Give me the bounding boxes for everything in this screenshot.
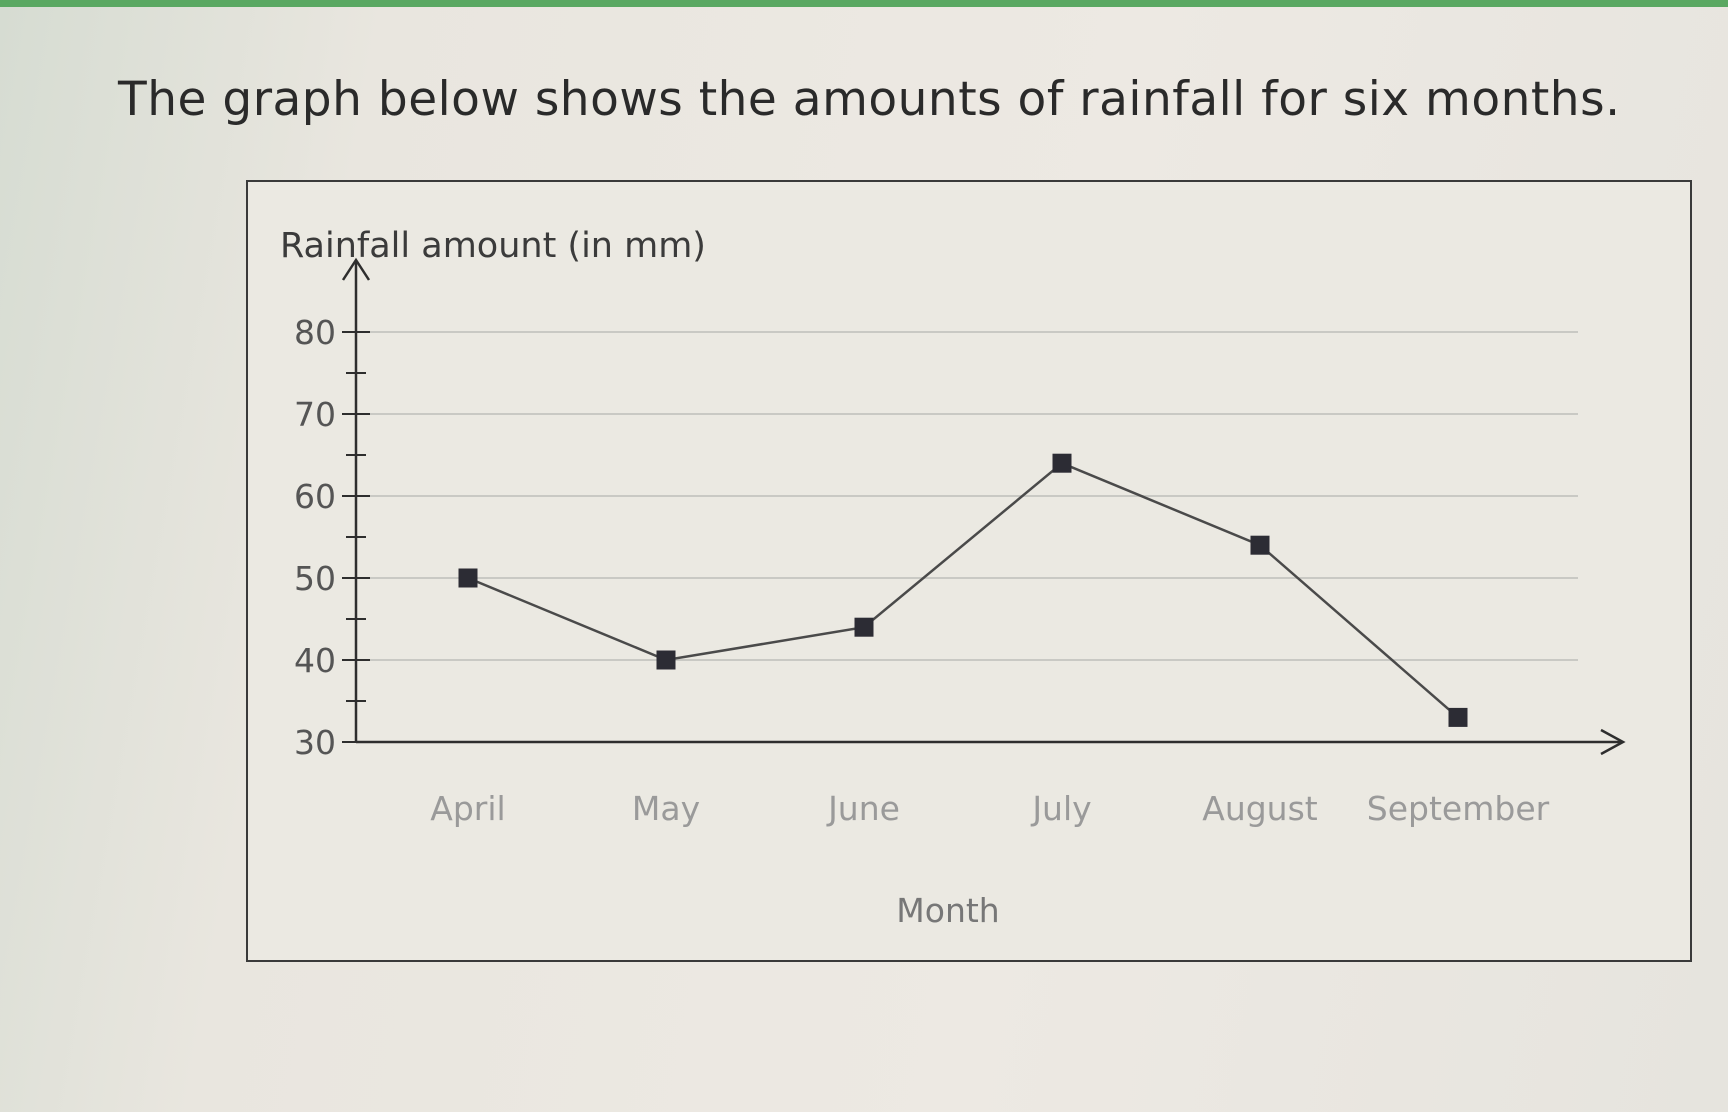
data-point-marker bbox=[854, 617, 874, 637]
data-point-marker bbox=[1052, 453, 1072, 473]
data-point-marker bbox=[1448, 707, 1468, 727]
y-axis-title: Rainfall amount (in mm) bbox=[280, 226, 706, 266]
x-axis-title: Month bbox=[896, 891, 999, 930]
rainfall-line-chart: Rainfall amount (in mm) Month 30 40 50 60 70… bbox=[280, 226, 1626, 930]
question-text: The graph below shows the amounts of rai… bbox=[118, 72, 1621, 127]
data-point-marker bbox=[1250, 535, 1270, 555]
chart-frame: Rainfall amount (in mm) Month 30 40 50 60 70… bbox=[246, 180, 1692, 962]
y-tick-label: 70 bbox=[294, 395, 336, 434]
axes bbox=[341, 257, 1626, 756]
rainfall-series bbox=[458, 453, 1468, 727]
y-tick-label: 60 bbox=[294, 477, 336, 516]
x-axis-arrow bbox=[1600, 728, 1626, 756]
x-category-labels: April May June July August September bbox=[430, 789, 1549, 828]
grid-lines bbox=[356, 331, 1578, 661]
top-accent-strip bbox=[0, 0, 1728, 7]
y-tick-label: 50 bbox=[294, 559, 336, 598]
x-tick-label: June bbox=[826, 789, 900, 828]
y-tick-label: 30 bbox=[294, 723, 336, 762]
data-point-marker bbox=[458, 568, 478, 588]
data-point-marker bbox=[656, 650, 676, 670]
x-tick-label: August bbox=[1202, 789, 1318, 828]
y-tick-label: 80 bbox=[294, 313, 336, 352]
x-tick-label: September bbox=[1367, 789, 1550, 828]
series-line bbox=[467, 461, 1459, 719]
x-tick-label: April bbox=[430, 789, 505, 828]
x-tick-label: July bbox=[1030, 789, 1091, 828]
y-axis-arrow bbox=[341, 257, 371, 281]
x-tick-label: May bbox=[632, 789, 700, 828]
y-tick-label: 40 bbox=[294, 641, 336, 680]
y-ticks: 30 40 50 60 70 80 bbox=[294, 313, 370, 762]
